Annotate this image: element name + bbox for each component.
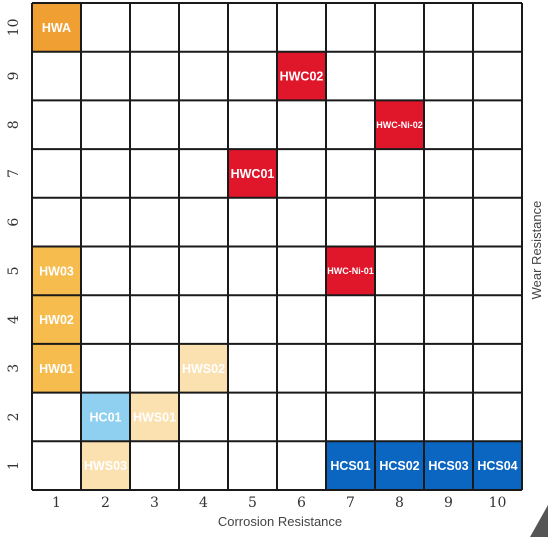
cell-hcs04	[473, 441, 522, 490]
y-tick-label: 3	[6, 364, 22, 373]
x-tick-label: 5	[248, 495, 257, 511]
cell-label-hwc-ni-01: HWC-Ni-01	[327, 266, 374, 276]
cell-labels-layer: HWA HWC02 HWC-Ni-02 HWC01 HW03 HWC-Ni-01 HW02 H…	[39, 21, 518, 473]
cell-hws03	[81, 441, 130, 490]
cell-label-hwc02: HWC02	[280, 70, 324, 84]
cell-hwc-ni-02	[375, 100, 424, 150]
cell-label-hws03: HWS03	[84, 459, 127, 473]
y-tick-label: 10	[6, 18, 22, 36]
x-tick-label: 2	[101, 495, 110, 511]
y-axis-label: Wear Resistance	[529, 201, 544, 300]
x-tick-label: 10	[489, 495, 507, 511]
cell-label-hcs02: HCS02	[379, 459, 419, 473]
x-tick-label: 8	[395, 495, 404, 511]
cell-hc01	[81, 392, 130, 442]
cell-hws01	[130, 392, 179, 442]
x-tick-label: 4	[199, 495, 208, 511]
x-tick-label: 9	[444, 495, 453, 511]
cell-label-hwa: HWA	[42, 21, 71, 35]
cell-hw03	[32, 246, 81, 296]
cell-label-hws01: HWS01	[133, 410, 176, 424]
y-tick-label: 7	[6, 169, 22, 178]
x-tick-label: 1	[52, 495, 61, 511]
cell-hcs02	[375, 441, 424, 490]
y-tick-label: 5	[6, 266, 22, 275]
cell-label-hw01: HW01	[39, 362, 74, 376]
cell-hw02	[32, 295, 81, 344]
cell-hw01	[32, 343, 81, 393]
grid-layer	[31, 2, 523, 491]
y-tick-label: 8	[6, 120, 22, 129]
y-tick-label: 4	[6, 315, 22, 324]
cell-label-hcs01: HCS01	[330, 459, 370, 473]
cell-hwc01	[228, 149, 277, 198]
cell-label-hw02: HW02	[39, 313, 74, 327]
x-tick-label: 6	[297, 495, 306, 511]
y-tick-label: 6	[6, 218, 22, 227]
y-tick-label: 2	[6, 412, 22, 421]
cell-hwc02	[277, 51, 326, 101]
cell-label-hw03: HW03	[39, 264, 74, 278]
cell-label-hws02: HWS02	[182, 362, 225, 376]
cell-label-hcs04: HCS04	[477, 459, 517, 473]
x-tick-label: 3	[150, 495, 159, 511]
cell-hwc-ni-01	[326, 246, 375, 296]
y-tick-label: 9	[6, 72, 22, 81]
cell-hws02	[179, 343, 228, 393]
cell-label-hc01: HC01	[90, 410, 122, 424]
cell-label-hwc-ni-02: HWC-Ni-02	[376, 120, 423, 130]
cell-hcs01	[326, 441, 375, 490]
cell-label-hcs03: HCS03	[428, 459, 468, 473]
tick-labels-layer: 1 2 3 4 5 6 7 8 9 10 1 2 3 4 5 6 7 8 9 10	[6, 18, 506, 511]
y-tick-label: 1	[6, 461, 22, 470]
x-axis-label: Corrosion Resistance	[218, 514, 342, 529]
cell-label-hwc01: HWC01	[231, 167, 275, 181]
x-tick-label: 7	[346, 495, 355, 511]
cells-layer	[32, 3, 522, 490]
cell-hcs03	[424, 441, 473, 490]
cell-hwa	[32, 3, 81, 52]
corner-triangle-marker	[530, 505, 548, 537]
